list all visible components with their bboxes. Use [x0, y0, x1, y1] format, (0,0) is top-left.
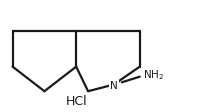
- Text: NH$_2$: NH$_2$: [143, 68, 164, 82]
- Text: N: N: [110, 80, 118, 90]
- Text: HCl: HCl: [65, 94, 87, 107]
